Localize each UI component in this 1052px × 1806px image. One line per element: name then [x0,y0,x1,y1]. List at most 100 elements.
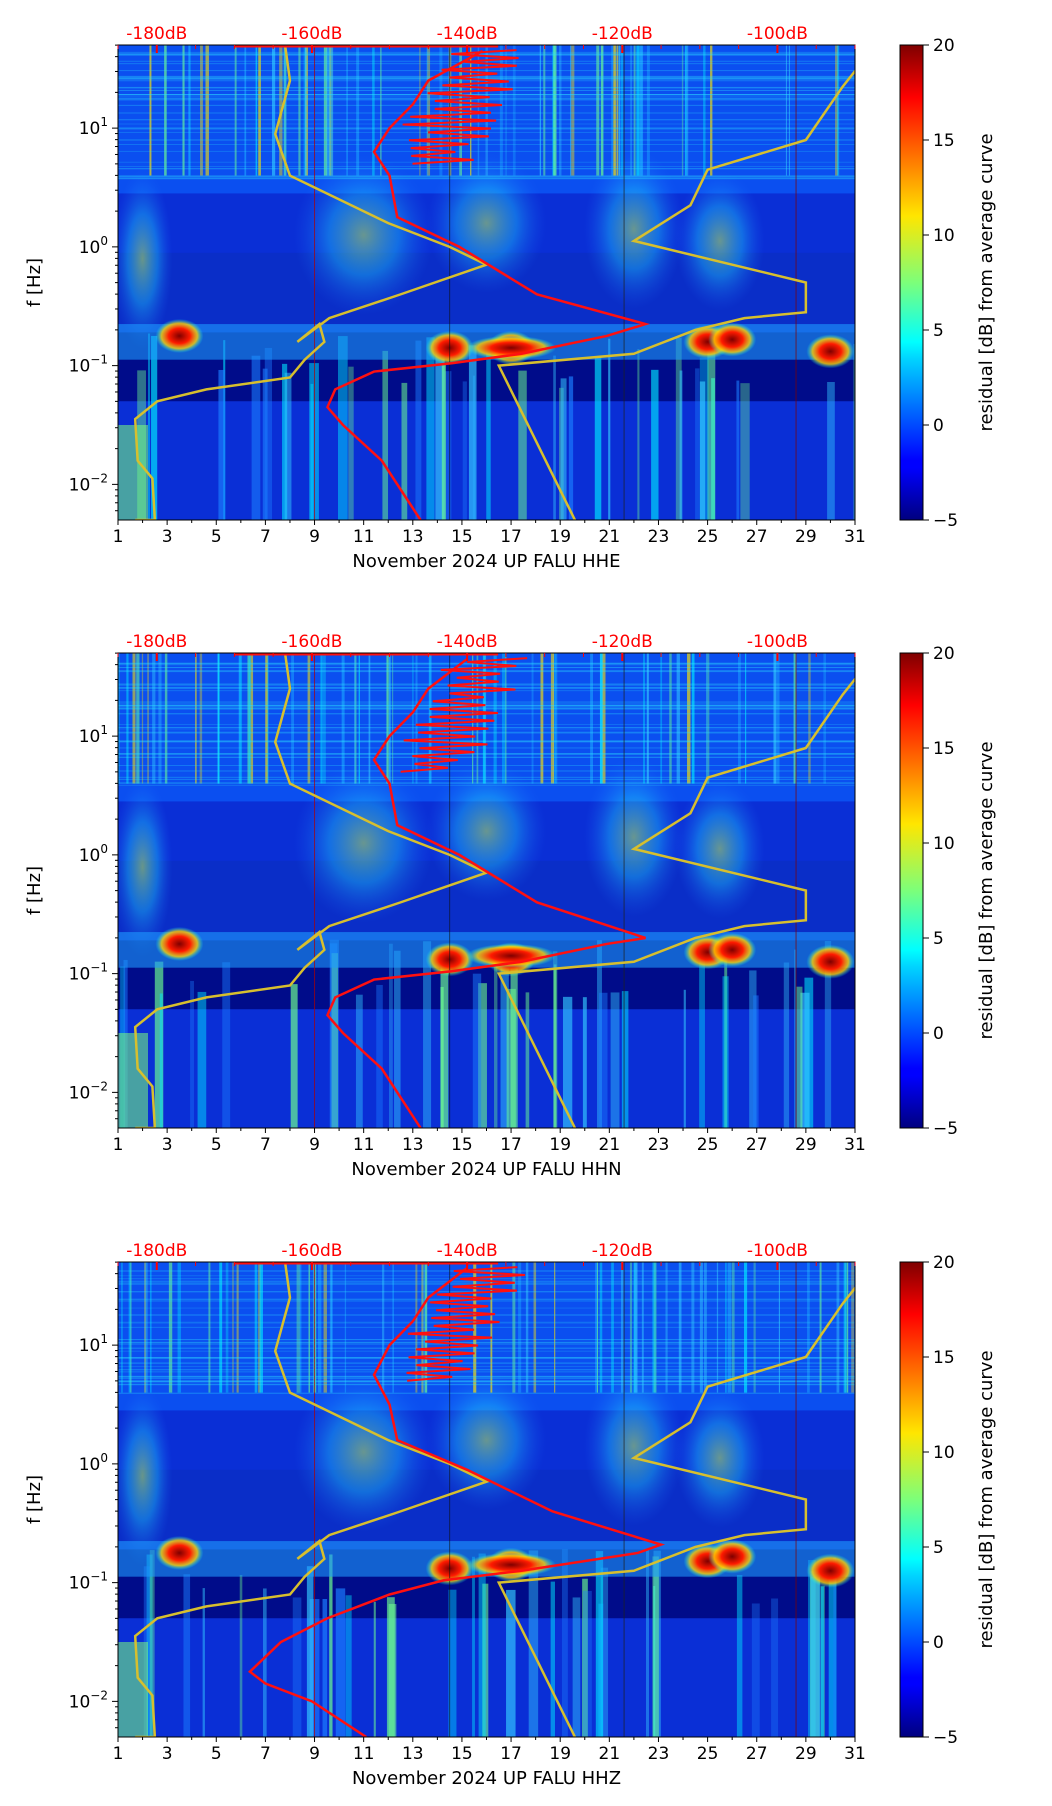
low-burst [373,1601,376,1737]
colorbar-tick-label: −5 [933,1119,958,1139]
low-burst [506,988,516,1128]
h-noise [118,753,855,755]
y-axis-label: f [Hz] [24,258,45,307]
hot-spot [466,335,557,360]
y-tick-label: 10−1 [69,353,108,377]
noise-cloud [426,153,547,294]
low-burst [147,333,151,520]
streak [320,653,323,784]
streak [753,1262,756,1393]
h-noise [118,1362,855,1364]
colorbar-tick-label: 20 [933,644,955,664]
h-noise [118,764,855,766]
h-noise [118,175,855,177]
streak [430,653,432,784]
model-curve-low [133,1262,490,1737]
h-noise [118,664,855,666]
streak [354,653,357,784]
streak [600,45,604,176]
h-noise [118,77,855,79]
low-burst [749,970,757,1128]
h-noise [118,1371,855,1373]
streak [807,1262,810,1393]
h-noise [118,1356,855,1358]
low-burst [472,1556,475,1737]
streak [596,45,600,176]
psd-wiggle [406,1266,526,1382]
streak [703,45,706,176]
h-noise [118,753,855,755]
streak [421,1262,424,1393]
h-noise [118,1376,855,1378]
streak [267,653,269,784]
streak [844,1262,847,1393]
h-noise [118,1300,855,1302]
h-noise [118,740,855,742]
low-burst [751,1603,760,1737]
colorbar-label: residual [dB] from average curve [976,1350,997,1648]
colorbar [899,44,924,521]
streak [205,45,209,176]
streak [247,653,250,784]
noise-cloud [118,168,173,349]
h-noise [118,139,855,141]
streak [539,45,541,176]
low-burst [722,976,729,1128]
y-tick-label: 100 [79,842,108,866]
streak [678,1262,682,1393]
streak [427,45,431,176]
low-burst [810,1571,821,1737]
streak [304,45,307,176]
streak [168,1262,173,1393]
streak [239,653,243,784]
streak [323,1262,327,1393]
h-noise [118,1380,855,1382]
streak [283,45,287,176]
h-noise [118,732,855,734]
streak [121,1262,123,1393]
streak [188,45,191,176]
db-tick-label: -160dB [281,24,342,44]
colorbar-tick-label: 0 [933,416,944,436]
x-tick-label: 27 [746,1135,768,1155]
model-curve-high [496,69,855,520]
h-noise [118,1377,855,1379]
y-tick-label: 100 [79,234,108,258]
low-burst [440,986,444,1128]
x-tick-label: 25 [697,1135,719,1155]
streak [499,45,503,176]
streak [745,653,747,784]
low-burst [550,1581,555,1737]
streak [308,1262,310,1393]
low-burst [335,1588,346,1737]
low-burst [699,956,705,1128]
low-burst [597,940,602,1128]
streak [808,653,811,784]
h-noise [118,76,855,78]
x-tick-label: 7 [260,527,271,547]
streak [136,653,140,784]
h-noise [118,1375,855,1377]
streak [640,45,644,176]
h-noise [118,705,855,707]
h-noise [118,776,855,778]
x-tick-label: 21 [599,1744,621,1764]
streak [415,1262,418,1393]
streak [555,653,558,784]
h-noise [118,94,855,96]
h-noise [118,683,855,685]
h-noise [118,1343,855,1345]
h-noise [118,705,855,707]
low-burst [306,1566,314,1737]
low-burst [239,1574,243,1737]
db-tick-label: -180dB [126,1241,187,1261]
low-burst [146,1554,153,1737]
low-burst [183,1574,191,1737]
h-noise [118,1384,855,1386]
low-burst [675,337,682,520]
hot-spot [466,1552,557,1577]
h-noise [118,723,855,725]
low-burst [572,1597,581,1737]
streak [412,653,414,784]
